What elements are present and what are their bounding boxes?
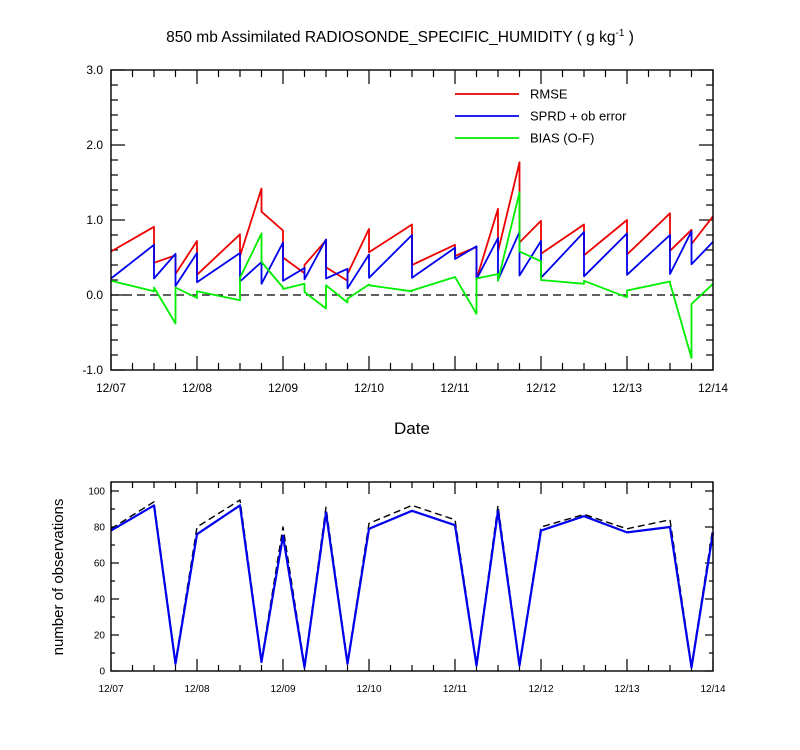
plot-frame xyxy=(110,69,714,371)
series-line-possible-observations xyxy=(110,499,714,667)
chart-title: 850 mb Assimilated RADIOSONDE_SPECIFIC_H… xyxy=(166,28,634,46)
x-tick-label: 12/08 xyxy=(182,381,212,395)
title-text: 850 mb Assimilated RADIOSONDE_SPECIFIC_H… xyxy=(166,29,615,46)
x-tick-label: 12/12 xyxy=(528,684,553,695)
series-line-bias-o-f- xyxy=(110,191,714,359)
y-tick-label: -1.0 xyxy=(82,363,103,377)
x-tick-label: 12/11 xyxy=(440,381,469,395)
y-tick-label: 20 xyxy=(94,631,106,642)
top-x-axis-label: Date xyxy=(394,419,430,438)
title-close: ) xyxy=(624,29,633,46)
x-tick-label: 12/07 xyxy=(96,381,126,395)
x-tick-label: 12/11 xyxy=(443,684,468,695)
legend-label: SPRD + ob error xyxy=(530,109,627,124)
series-line-used-observations xyxy=(110,504,715,669)
bottom-panel: 12/07 12/08 12/09 12/10 12/11 12/12 12/13 12/14… xyxy=(88,481,726,695)
y-tick-label: 3.0 xyxy=(86,63,103,77)
x-tick-label: 12/13 xyxy=(614,684,639,695)
legend-label: BIAS (O-F) xyxy=(530,131,594,146)
y-tick-label: 60 xyxy=(94,559,106,570)
y-tick-label: 0.0 xyxy=(86,288,103,302)
y-tick-label: 80 xyxy=(94,523,106,534)
x-tick-label: 12/09 xyxy=(268,381,298,395)
x-tick-label: 12/12 xyxy=(526,381,556,395)
x-tick-label: 12/13 xyxy=(612,381,642,395)
y-tick-label: 2.0 xyxy=(86,138,103,152)
y-tick-label: 40 xyxy=(94,595,106,606)
bottom-y-axis-label: number of observations xyxy=(50,499,67,656)
series-line-sprd-ob-error xyxy=(110,230,714,290)
legend-label: RMSE xyxy=(530,87,568,102)
x-tick-label: 12/14 xyxy=(698,381,728,395)
x-tick-label: 12/09 xyxy=(270,684,295,695)
y-tick-label: 0 xyxy=(99,667,105,678)
x-tick-label: 12/08 xyxy=(184,684,209,695)
x-tick-label: 12/07 xyxy=(98,684,123,695)
y-tick-label: 1.0 xyxy=(86,213,103,227)
plot-frame xyxy=(110,481,714,672)
x-tick-label: 12/10 xyxy=(356,684,381,695)
title-units-exponent: -1 xyxy=(615,28,624,39)
series-line-rmse xyxy=(110,161,714,282)
top-panel: 12/07 12/08 12/09 12/10 12/11 12/12 12/13 12/14… xyxy=(82,63,728,395)
y-tick-label: 100 xyxy=(88,487,105,498)
x-tick-label: 12/14 xyxy=(700,684,725,695)
x-tick-label: 12/10 xyxy=(354,381,384,395)
